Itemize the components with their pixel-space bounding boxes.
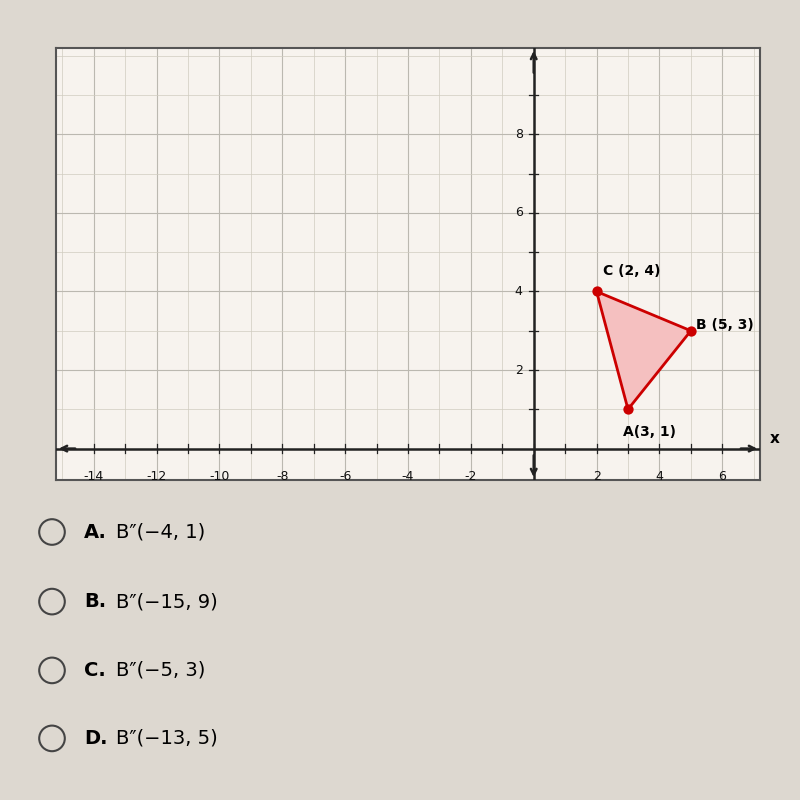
Text: B″(−15, 9): B″(−15, 9) bbox=[116, 592, 218, 611]
Text: B″(−5, 3): B″(−5, 3) bbox=[116, 661, 206, 680]
Text: 8: 8 bbox=[514, 128, 522, 141]
Text: A(3, 1): A(3, 1) bbox=[623, 425, 676, 439]
Text: -14: -14 bbox=[83, 470, 104, 483]
Text: -12: -12 bbox=[146, 470, 166, 483]
Text: B (5, 3): B (5, 3) bbox=[695, 318, 754, 332]
Text: B″(−4, 1): B″(−4, 1) bbox=[116, 522, 206, 542]
Point bbox=[622, 403, 634, 416]
Text: 6: 6 bbox=[718, 470, 726, 483]
Text: 4: 4 bbox=[655, 470, 663, 483]
Text: -10: -10 bbox=[210, 470, 230, 483]
Text: -6: -6 bbox=[339, 470, 351, 483]
Text: C (2, 4): C (2, 4) bbox=[603, 264, 660, 278]
Text: 2: 2 bbox=[515, 363, 522, 377]
Text: A.: A. bbox=[84, 522, 107, 542]
Text: -2: -2 bbox=[465, 470, 477, 483]
Text: x: x bbox=[770, 431, 779, 446]
Text: B″(−13, 5): B″(−13, 5) bbox=[116, 729, 218, 748]
Text: 2: 2 bbox=[593, 470, 601, 483]
Text: -8: -8 bbox=[276, 470, 289, 483]
Point bbox=[685, 324, 698, 337]
Text: 6: 6 bbox=[515, 206, 522, 219]
Point bbox=[590, 285, 603, 298]
Text: -4: -4 bbox=[402, 470, 414, 483]
Text: 4: 4 bbox=[515, 285, 522, 298]
Text: B.: B. bbox=[84, 592, 106, 611]
Text: D.: D. bbox=[84, 729, 107, 748]
Text: C.: C. bbox=[84, 661, 106, 680]
Polygon shape bbox=[597, 291, 691, 410]
